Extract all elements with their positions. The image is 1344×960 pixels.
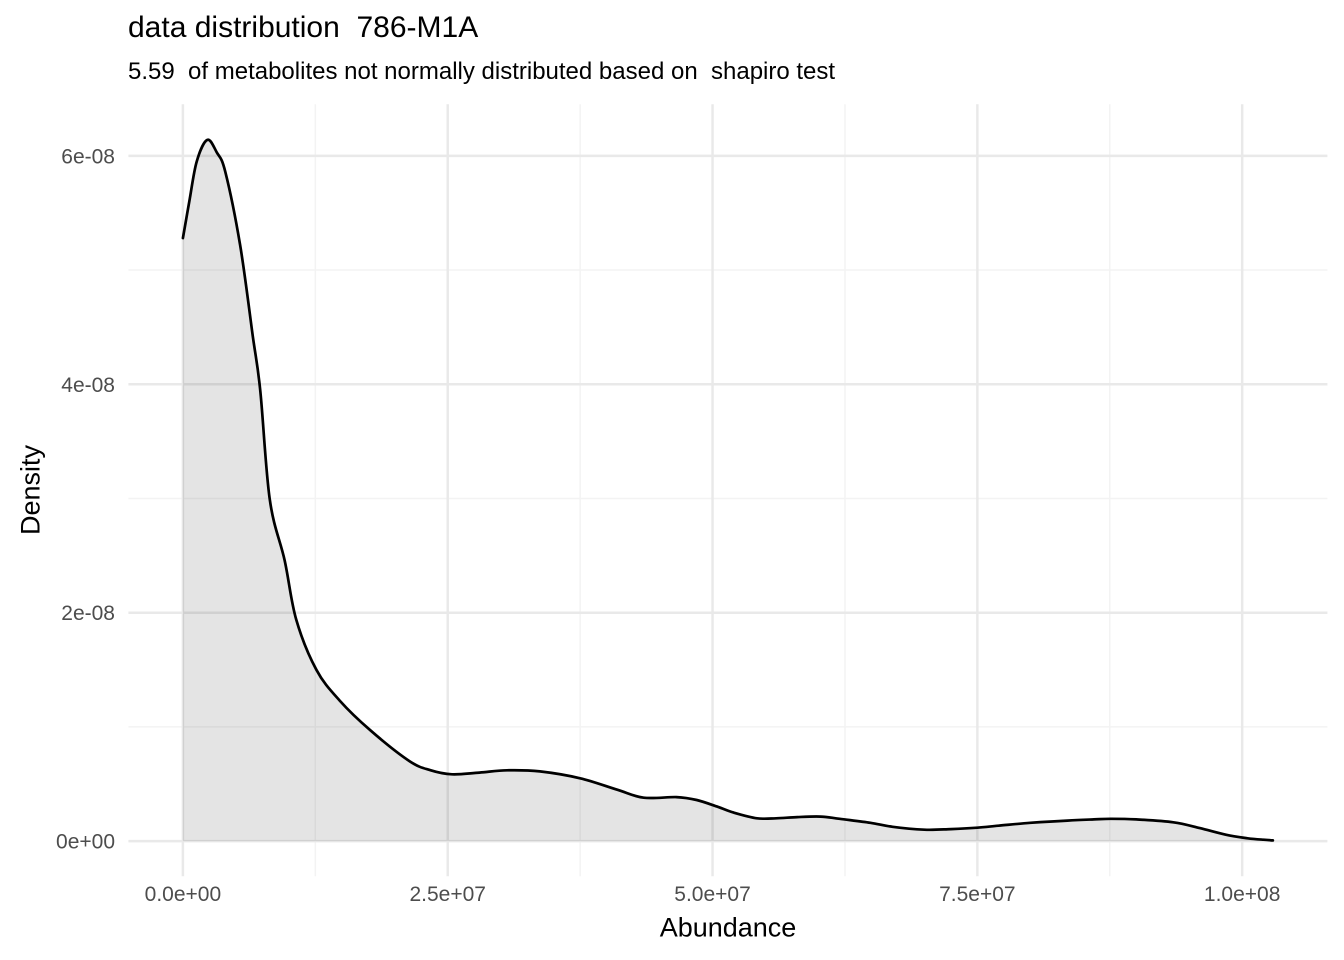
- x-tick-labels: 0.0e+00 2.5e+07 5.0e+07 7.5e+07 1.0e+08: [145, 883, 1281, 906]
- x-tick-label: 5.0e+07: [674, 883, 751, 906]
- x-tick-label: 1.0e+08: [1204, 883, 1281, 906]
- x-tick-label: 2.5e+07: [409, 883, 486, 906]
- x-axis-title: Abundance: [659, 912, 797, 943]
- y-tick-label: 6e-08: [61, 145, 115, 168]
- x-tick-label: 0.0e+00: [145, 883, 222, 906]
- grid-minor: [128, 104, 1328, 877]
- y-axis-title: Density: [15, 444, 46, 536]
- density-area-fill: [182, 139, 1273, 842]
- plot-title: data distribution 786-M1A: [128, 11, 479, 44]
- x-tick-label: 7.5e+07: [939, 883, 1016, 906]
- plot-subtitle: 5.59 of metabolites not normally distrib…: [128, 58, 836, 85]
- density-curve: [181, 138, 1275, 842]
- y-tick-label: 2e-08: [61, 602, 115, 625]
- y-tick-labels: 0e+00 2e-08 4e-08 6e-08: [56, 145, 115, 853]
- y-tick-label: 4e-08: [61, 374, 115, 397]
- y-tick-label: 0e+00: [56, 831, 115, 854]
- grid-major: [128, 104, 1328, 877]
